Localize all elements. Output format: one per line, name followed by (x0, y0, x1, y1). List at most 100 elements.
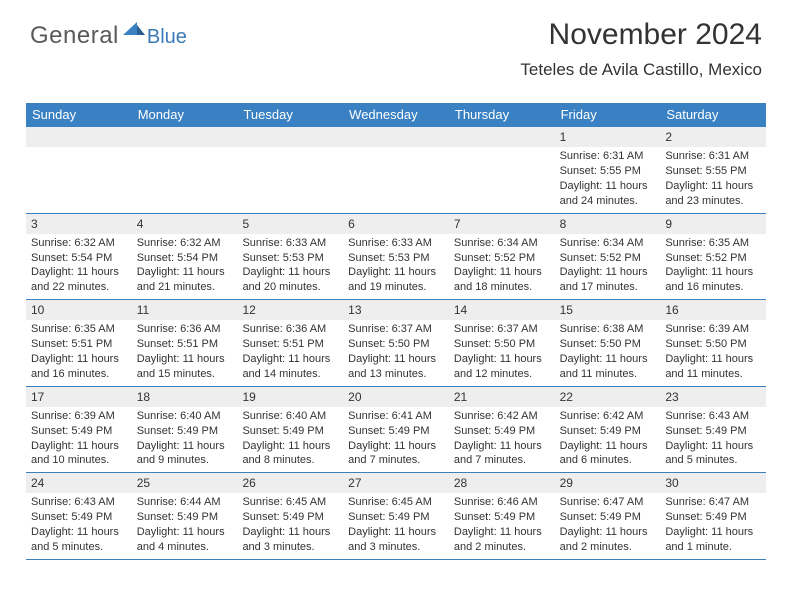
daylight-text: Daylight: 11 hours and 11 minutes. (665, 352, 762, 382)
day-number: 19 (237, 387, 343, 407)
sunset-text: Sunset: 5:50 PM (348, 337, 445, 352)
day-number: 10 (26, 300, 132, 320)
day-header-monday: Monday (132, 103, 238, 127)
day-cell: 28Sunrise: 6:46 AMSunset: 5:49 PMDayligh… (449, 473, 555, 559)
sunrise-text: Sunrise: 6:43 AM (31, 495, 128, 510)
day-number: 1 (555, 127, 661, 147)
sunset-text: Sunset: 5:49 PM (31, 510, 128, 525)
day-number: 4 (132, 214, 238, 234)
sunset-text: Sunset: 5:49 PM (665, 510, 762, 525)
day-number: 9 (660, 214, 766, 234)
day-number: 17 (26, 387, 132, 407)
day-content: Sunrise: 6:44 AMSunset: 5:49 PMDaylight:… (132, 493, 238, 558)
sunset-text: Sunset: 5:49 PM (242, 510, 339, 525)
daylight-text: Daylight: 11 hours and 24 minutes. (560, 179, 657, 209)
day-content: Sunrise: 6:32 AMSunset: 5:54 PMDaylight:… (26, 234, 132, 299)
daylight-text: Daylight: 11 hours and 1 minute. (665, 525, 762, 555)
day-number: 14 (449, 300, 555, 320)
day-content: Sunrise: 6:32 AMSunset: 5:54 PMDaylight:… (132, 234, 238, 299)
sunset-text: Sunset: 5:49 PM (348, 510, 445, 525)
daylight-text: Daylight: 11 hours and 22 minutes. (31, 265, 128, 295)
sunrise-text: Sunrise: 6:33 AM (348, 236, 445, 251)
day-content: Sunrise: 6:37 AMSunset: 5:50 PMDaylight:… (449, 320, 555, 385)
sunset-text: Sunset: 5:55 PM (560, 164, 657, 179)
empty-day-bar (343, 127, 449, 147)
sunset-text: Sunset: 5:51 PM (137, 337, 234, 352)
sunset-text: Sunset: 5:49 PM (454, 510, 551, 525)
day-content: Sunrise: 6:45 AMSunset: 5:49 PMDaylight:… (343, 493, 449, 558)
week-row: 1Sunrise: 6:31 AMSunset: 5:55 PMDaylight… (26, 127, 766, 214)
day-content: Sunrise: 6:45 AMSunset: 5:49 PMDaylight:… (237, 493, 343, 558)
sunrise-text: Sunrise: 6:41 AM (348, 409, 445, 424)
sunset-text: Sunset: 5:55 PM (665, 164, 762, 179)
sunrise-text: Sunrise: 6:43 AM (665, 409, 762, 424)
sunrise-text: Sunrise: 6:32 AM (31, 236, 128, 251)
sunrise-text: Sunrise: 6:35 AM (31, 322, 128, 337)
day-cell: 27Sunrise: 6:45 AMSunset: 5:49 PMDayligh… (343, 473, 449, 559)
day-content: Sunrise: 6:37 AMSunset: 5:50 PMDaylight:… (343, 320, 449, 385)
daylight-text: Daylight: 11 hours and 16 minutes. (665, 265, 762, 295)
day-header-tuesday: Tuesday (237, 103, 343, 127)
daylight-text: Daylight: 11 hours and 5 minutes. (31, 525, 128, 555)
sunrise-text: Sunrise: 6:36 AM (242, 322, 339, 337)
sunrise-text: Sunrise: 6:34 AM (560, 236, 657, 251)
empty-day-bar (132, 127, 238, 147)
day-number: 5 (237, 214, 343, 234)
location-subtitle: Teteles de Avila Castillo, Mexico (520, 60, 762, 80)
empty-day-cell (449, 127, 555, 213)
day-cell: 24Sunrise: 6:43 AMSunset: 5:49 PMDayligh… (26, 473, 132, 559)
sunrise-text: Sunrise: 6:32 AM (137, 236, 234, 251)
day-number: 25 (132, 473, 238, 493)
sunset-text: Sunset: 5:53 PM (348, 251, 445, 266)
day-cell: 16Sunrise: 6:39 AMSunset: 5:50 PMDayligh… (660, 300, 766, 386)
empty-day-bar (449, 127, 555, 147)
day-cell: 14Sunrise: 6:37 AMSunset: 5:50 PMDayligh… (449, 300, 555, 386)
day-number: 26 (237, 473, 343, 493)
daylight-text: Daylight: 11 hours and 5 minutes. (665, 439, 762, 469)
empty-day-cell (237, 127, 343, 213)
logo-text-general: General (30, 22, 119, 50)
day-content: Sunrise: 6:36 AMSunset: 5:51 PMDaylight:… (237, 320, 343, 385)
day-content: Sunrise: 6:47 AMSunset: 5:49 PMDaylight:… (660, 493, 766, 558)
day-header-thursday: Thursday (449, 103, 555, 127)
daylight-text: Daylight: 11 hours and 17 minutes. (560, 265, 657, 295)
day-cell: 21Sunrise: 6:42 AMSunset: 5:49 PMDayligh… (449, 387, 555, 473)
daylight-text: Daylight: 11 hours and 21 minutes. (137, 265, 234, 295)
daylight-text: Daylight: 11 hours and 18 minutes. (454, 265, 551, 295)
daylight-text: Daylight: 11 hours and 7 minutes. (348, 439, 445, 469)
sunrise-text: Sunrise: 6:35 AM (665, 236, 762, 251)
sunrise-text: Sunrise: 6:33 AM (242, 236, 339, 251)
sunset-text: Sunset: 5:54 PM (31, 251, 128, 266)
day-cell: 13Sunrise: 6:37 AMSunset: 5:50 PMDayligh… (343, 300, 449, 386)
week-row: 17Sunrise: 6:39 AMSunset: 5:49 PMDayligh… (26, 387, 766, 474)
day-content: Sunrise: 6:47 AMSunset: 5:49 PMDaylight:… (555, 493, 661, 558)
sunrise-text: Sunrise: 6:47 AM (665, 495, 762, 510)
daylight-text: Daylight: 11 hours and 10 minutes. (31, 439, 128, 469)
day-content: Sunrise: 6:31 AMSunset: 5:55 PMDaylight:… (555, 147, 661, 212)
day-cell: 20Sunrise: 6:41 AMSunset: 5:49 PMDayligh… (343, 387, 449, 473)
sunset-text: Sunset: 5:49 PM (137, 424, 234, 439)
week-row: 10Sunrise: 6:35 AMSunset: 5:51 PMDayligh… (26, 300, 766, 387)
sunrise-text: Sunrise: 6:40 AM (242, 409, 339, 424)
day-number: 8 (555, 214, 661, 234)
day-content: Sunrise: 6:43 AMSunset: 5:49 PMDaylight:… (660, 407, 766, 472)
sunrise-text: Sunrise: 6:31 AM (560, 149, 657, 164)
sunset-text: Sunset: 5:49 PM (560, 424, 657, 439)
sunset-text: Sunset: 5:49 PM (665, 424, 762, 439)
day-cell: 7Sunrise: 6:34 AMSunset: 5:52 PMDaylight… (449, 214, 555, 300)
calendar: Sunday Monday Tuesday Wednesday Thursday… (26, 103, 766, 560)
empty-day-bar (26, 127, 132, 147)
day-content: Sunrise: 6:33 AMSunset: 5:53 PMDaylight:… (343, 234, 449, 299)
day-number: 22 (555, 387, 661, 407)
day-cell: 1Sunrise: 6:31 AMSunset: 5:55 PMDaylight… (555, 127, 661, 213)
daylight-text: Daylight: 11 hours and 14 minutes. (242, 352, 339, 382)
day-cell: 5Sunrise: 6:33 AMSunset: 5:53 PMDaylight… (237, 214, 343, 300)
daylight-text: Daylight: 11 hours and 23 minutes. (665, 179, 762, 209)
sunset-text: Sunset: 5:51 PM (242, 337, 339, 352)
day-content: Sunrise: 6:41 AMSunset: 5:49 PMDaylight:… (343, 407, 449, 472)
daylight-text: Daylight: 11 hours and 9 minutes. (137, 439, 234, 469)
sunrise-text: Sunrise: 6:36 AM (137, 322, 234, 337)
sunrise-text: Sunrise: 6:34 AM (454, 236, 551, 251)
day-number: 20 (343, 387, 449, 407)
daylight-text: Daylight: 11 hours and 19 minutes. (348, 265, 445, 295)
